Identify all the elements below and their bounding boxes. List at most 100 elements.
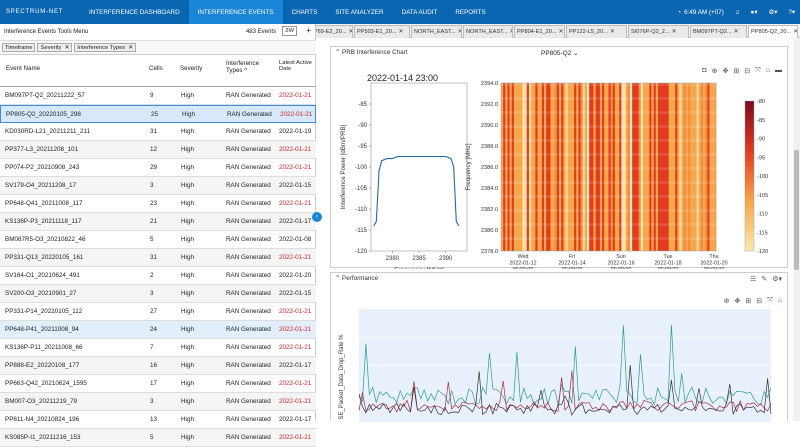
col-cells[interactable]: Cells	[149, 65, 163, 72]
settings-icon[interactable]: ⚙▾	[768, 8, 778, 16]
event-name[interactable]: PP805-Q2_20220105_298	[6, 111, 81, 118]
nav-interference-events[interactable]: INTERFERENCE EVENTS	[188, 0, 283, 24]
col-latest-active-date[interactable]: Latest Active Date	[279, 60, 312, 72]
nav-data-audit[interactable]: DATA AUDIT	[401, 8, 438, 16]
close-icon[interactable]: ✕	[793, 29, 798, 35]
event-name[interactable]: KS085P-I1_20211216_153	[5, 434, 81, 441]
table-row[interactable]: BM007-O3_20211219_79 3 High RAN Generated 20…	[0, 393, 316, 411]
table-row[interactable]: PP805-Q2_20220105_298 25 High RAN Generated…	[0, 105, 316, 123]
table-row[interactable]: PP377-L3_20211208_101 12 High RAN Generated…	[0, 141, 316, 159]
tab-event-4[interactable]: NORTH_EAST...✕	[463, 25, 513, 38]
chip-severity[interactable]: Severity ✕	[37, 43, 73, 52]
range-button[interactable]: 2W	[282, 26, 297, 36]
table-row[interactable]: SV179-O4_20211208_17 3 High RAN Generated 20…	[0, 177, 316, 195]
event-name[interactable]: PP811-N4_20210824_196	[5, 416, 80, 423]
close-icon[interactable]: ✕	[733, 29, 739, 35]
event-name[interactable]: BM097PT-Q2_20211222_57	[5, 92, 85, 99]
chevron-up-icon[interactable]: ⌃	[335, 49, 341, 56]
event-name[interactable]: PP888-E2_20220108_177	[5, 362, 80, 369]
close-icon[interactable]: ✕	[398, 29, 404, 35]
table-row[interactable]: KS085P-I1_20211216_153 5 High RAN Generated…	[0, 429, 316, 447]
table-row[interactable]: PP331-P14_20220105_112 27 High RAN Generate…	[0, 303, 316, 321]
tab-event-2[interactable]: PP503-E1_20... ✕	[354, 25, 410, 38]
table-row[interactable]: PP648-P41_20211008_94 24 High RAN Generated…	[0, 321, 316, 339]
table-row[interactable]: SV200-O3_20210901_27 3 High RAN Generated 20…	[0, 285, 316, 303]
event-name[interactable]: PP663-Q42_20210624_1595	[5, 380, 87, 387]
pan-icon[interactable]: ✥	[722, 68, 729, 75]
table-row[interactable]: PP648-Q41_20211008_117 23 High RAN Generate…	[0, 195, 316, 213]
close-icon[interactable]: ✕	[128, 44, 134, 51]
close-icon[interactable]: ✕	[558, 29, 564, 35]
collapse-panel-button[interactable]: ‹	[312, 212, 322, 222]
event-name[interactable]: BM087R5-O3_20210822_46	[5, 236, 86, 243]
zoom-out-icon[interactable]: ⊟	[756, 298, 763, 305]
table-row[interactable]: BM097PT-Q2_20211222_57 9 High RAN Generated…	[0, 87, 316, 105]
tab-event-6[interactable]: PP122-L5_20... ✕	[566, 25, 627, 38]
table-row[interactable]: KS136P-P3_20211118_117 21 High RAN Generate…	[0, 213, 316, 231]
menu-icon[interactable]: ☰	[750, 276, 757, 283]
chip-interference-types[interactable]: Interference Types ✕	[74, 43, 137, 52]
event-name[interactable]: BM007-O3_20211219_79	[5, 398, 78, 405]
table-row[interactable]: KS136P-P11_20211008_66 7 High RAN Generated…	[0, 339, 316, 357]
event-name[interactable]: SV200-O3_20210901_27	[5, 290, 77, 297]
zoom-in-icon[interactable]: ⊞	[733, 68, 740, 75]
toggle-icon[interactable]: ▬	[775, 67, 782, 74]
event-name[interactable]: PP377-L3_20211208_101	[5, 146, 79, 153]
tools-menu[interactable]: Interference Events Tools Menu	[4, 29, 89, 35]
event-name[interactable]: SV179-O4_20211208_17	[5, 182, 76, 189]
prb-panel-header[interactable]: ⌃ PRB Interference Chart	[335, 49, 407, 56]
tab-event-8[interactable]: BM097PT-Q2... ✕	[690, 25, 747, 38]
brand-logo[interactable]: SPECTRUM-NET	[6, 9, 64, 15]
nav-site-analyzer[interactable]: SITE ANALYZER	[335, 8, 384, 16]
table-row[interactable]: PP331-Q13_20220105_161 31 High RAN Generate…	[0, 249, 316, 267]
event-name[interactable]: PP648-P41_20211008_94	[5, 326, 79, 333]
pan-icon[interactable]: ✥	[734, 298, 741, 305]
table-row[interactable]: PP663-Q42_20210624_1595 17 High RAN Generat…	[0, 375, 316, 393]
camera-icon[interactable]: ◘	[702, 67, 707, 74]
reset-icon[interactable]: ⌂	[777, 297, 782, 304]
close-icon[interactable]: ✕	[64, 44, 70, 51]
reset-icon[interactable]: ⌂	[765, 67, 770, 74]
event-name[interactable]: PP331-Q13_20220105_161	[5, 254, 84, 261]
col-interference-types[interactable]: Interference Types ^	[226, 60, 266, 74]
zoom-out-icon[interactable]: ⊟	[744, 68, 751, 75]
table-row[interactable]: BM087R5-O3_20210822_46 5 High RAN Generated…	[0, 231, 316, 249]
col-event-name[interactable]: Event Name	[6, 65, 41, 72]
close-icon[interactable]: ✕	[510, 29, 512, 35]
close-icon[interactable]: ✕	[671, 29, 677, 35]
close-icon[interactable]: ✕	[609, 29, 615, 35]
help-icon[interactable]: ?▾	[788, 8, 795, 16]
zoom-icon[interactable]: ⊕	[723, 298, 730, 305]
edit-icon[interactable]: ✎	[761, 276, 768, 283]
performance-header[interactable]: ⌃ Performance	[335, 275, 378, 282]
event-name[interactable]: KS136P-P3_20211118_117	[5, 218, 82, 225]
close-icon[interactable]: ✕	[349, 29, 353, 35]
tab-event-7[interactable]: SI076P-Q2_2... ✕	[628, 25, 689, 38]
event-name[interactable]: PP074-P2_20210908_243	[5, 164, 80, 171]
tab-event-9[interactable]: PP805-Q2_20... ✕	[748, 25, 798, 38]
zoom-in-icon[interactable]: ⊞	[745, 298, 752, 305]
event-name[interactable]: KD030RD-L21_20211211_211	[5, 128, 91, 135]
scrollbar-thumb[interactable]	[794, 150, 799, 270]
autoscale-icon[interactable]: ⤧	[755, 67, 761, 74]
add-filter-button[interactable]: +	[306, 26, 311, 35]
tab-event-3[interactable]: NORTH_EAST...✕	[411, 25, 462, 38]
table-row[interactable]: SV164-O1_20210624_491 2 High RAN Generated 2…	[0, 267, 316, 285]
event-name[interactable]: PP331-P14_20220105_112	[5, 308, 83, 315]
zoom-icon[interactable]: ⊕	[711, 68, 718, 75]
table-row[interactable]: KD030RD-L21_20211211_211 31 High RAN Genera…	[0, 123, 316, 141]
col-severity[interactable]: Severity	[180, 65, 203, 72]
bell-icon[interactable]: ♫	[734, 8, 740, 16]
event-name[interactable]: PP648-Q41_20211008_117	[5, 200, 83, 207]
chevron-up-icon[interactable]: ⌃	[335, 275, 341, 282]
close-icon[interactable]: ✕	[458, 29, 461, 35]
nav-reports[interactable]: REPORTS	[455, 8, 486, 16]
autoscale-icon[interactable]: ⤧	[767, 297, 773, 304]
event-name[interactable]: KS136P-P11_20211008_66	[5, 344, 83, 351]
nav-charts[interactable]: CHARTS	[291, 8, 318, 16]
settings-icon[interactable]: ⚙▾	[772, 276, 782, 283]
table-row[interactable]: PP888-E2_20220108_177 16 High RAN Generated…	[0, 357, 316, 375]
chip-timeframe[interactable]: Timeframe	[2, 43, 36, 52]
cell-select[interactable]: PP805-Q2 ⌄	[541, 49, 579, 57]
user-icon[interactable]: ●▾	[750, 8, 758, 16]
